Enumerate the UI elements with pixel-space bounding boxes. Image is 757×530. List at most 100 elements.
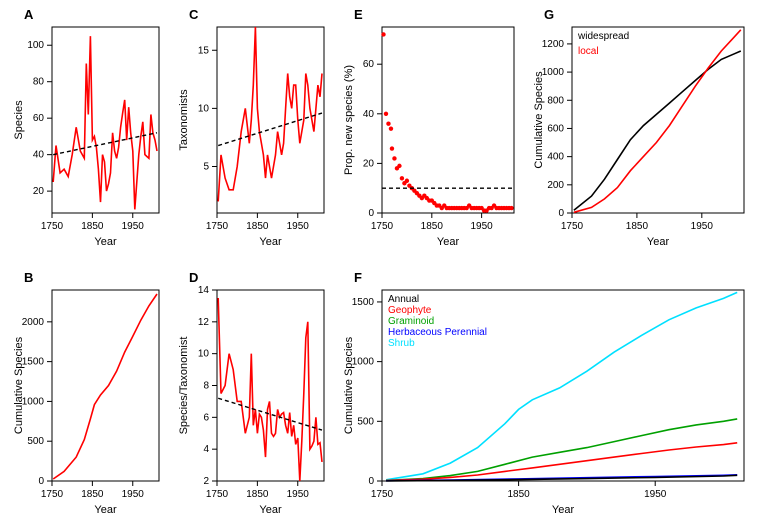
panel-label: E bbox=[354, 7, 363, 22]
svg-text:10: 10 bbox=[198, 349, 210, 360]
svg-text:15: 15 bbox=[198, 45, 210, 56]
svg-text:60: 60 bbox=[33, 113, 45, 124]
svg-text:1950: 1950 bbox=[691, 221, 714, 232]
series-0 bbox=[218, 27, 322, 201]
panel-B: 1750 1850 1950 0 500 1000 1500 2000 Year Cumulati… bbox=[10, 268, 165, 523]
xlabel: Year bbox=[647, 236, 670, 248]
xlabel: Year bbox=[552, 504, 575, 516]
panel-label: B bbox=[24, 270, 33, 285]
svg-text:1850: 1850 bbox=[246, 489, 269, 500]
svg-text:1200: 1200 bbox=[542, 39, 565, 50]
svg-text:2000: 2000 bbox=[22, 317, 45, 328]
series-2 bbox=[386, 443, 737, 481]
svg-text:1750: 1750 bbox=[41, 221, 64, 232]
svg-text:400: 400 bbox=[547, 152, 564, 163]
svg-text:6: 6 bbox=[203, 412, 209, 423]
svg-text:40: 40 bbox=[33, 150, 45, 161]
svg-text:1750: 1750 bbox=[41, 489, 64, 500]
panel-A: 1750 1850 1950 20 40 60 80 100 Year Species A bbox=[10, 5, 165, 255]
legend-item: Graminoid bbox=[388, 316, 434, 327]
svg-text:2: 2 bbox=[203, 476, 209, 487]
svg-text:1850: 1850 bbox=[626, 221, 649, 232]
svg-text:0: 0 bbox=[558, 208, 564, 219]
svg-text:8: 8 bbox=[203, 381, 209, 392]
ylabel: Cumulative Species bbox=[13, 336, 25, 434]
svg-text:600: 600 bbox=[547, 123, 564, 134]
series-0 bbox=[574, 51, 741, 210]
points bbox=[381, 32, 513, 212]
figure: 17501850195020406080100YearSpeciesA17501… bbox=[0, 0, 757, 530]
svg-text:800: 800 bbox=[547, 95, 564, 106]
panel-G: 1750 1850 1950 0 200 400 600 800 1000 1200 Year Cum… bbox=[530, 5, 750, 255]
svg-text:0: 0 bbox=[368, 476, 374, 487]
svg-text:40: 40 bbox=[363, 109, 375, 120]
panel-label: D bbox=[189, 270, 198, 285]
svg-text:1950: 1950 bbox=[287, 221, 310, 232]
svg-text:0: 0 bbox=[38, 476, 44, 487]
svg-text:1950: 1950 bbox=[470, 221, 493, 232]
series-0 bbox=[53, 294, 157, 479]
svg-text:4: 4 bbox=[203, 444, 209, 455]
svg-text:14: 14 bbox=[198, 285, 210, 296]
panel-label: A bbox=[24, 7, 34, 22]
svg-text:1750: 1750 bbox=[371, 489, 394, 500]
xlabel: Year bbox=[437, 236, 460, 248]
svg-text:1750: 1750 bbox=[206, 489, 229, 500]
svg-text:500: 500 bbox=[27, 436, 44, 447]
svg-text:1850: 1850 bbox=[81, 221, 104, 232]
panel-label: F bbox=[354, 270, 362, 285]
legend-item: Shrub bbox=[388, 338, 415, 349]
svg-text:200: 200 bbox=[547, 180, 564, 191]
series-1 bbox=[386, 419, 737, 481]
panel-E: 1750185019500204060YearProp. new species… bbox=[340, 5, 520, 255]
svg-text:10: 10 bbox=[198, 103, 210, 114]
svg-text:1750: 1750 bbox=[206, 221, 229, 232]
svg-text:1950: 1950 bbox=[287, 489, 310, 500]
xlabel: Year bbox=[94, 504, 117, 516]
svg-text:1750: 1750 bbox=[561, 221, 584, 232]
series-0 bbox=[53, 36, 157, 209]
panel-label: G bbox=[544, 7, 554, 22]
trend-line bbox=[218, 113, 322, 146]
svg-text:1000: 1000 bbox=[352, 357, 375, 368]
series-0 bbox=[218, 298, 322, 481]
legend-item: Geophyte bbox=[388, 305, 432, 316]
ylabel: Cumulative Species bbox=[343, 336, 355, 434]
svg-text:60: 60 bbox=[363, 59, 375, 70]
svg-text:1850: 1850 bbox=[507, 489, 530, 500]
panel-label: C bbox=[189, 7, 199, 22]
legend-item: Herbaceous Perennial bbox=[388, 327, 487, 338]
svg-text:1500: 1500 bbox=[352, 297, 375, 308]
panel-D: 1750 1850 1950 2 4 6 8 10 12 14 Year Species/Taxono… bbox=[175, 268, 330, 523]
svg-text:1850: 1850 bbox=[246, 221, 269, 232]
svg-text:100: 100 bbox=[27, 40, 44, 51]
panel-C: 1750 1850 1950 5 10 15 Year Taxonomists C bbox=[175, 5, 330, 255]
svg-text:1950: 1950 bbox=[122, 221, 145, 232]
svg-text:80: 80 bbox=[33, 77, 45, 88]
ylabel: Prop. new species (%) bbox=[343, 65, 355, 175]
svg-text:20: 20 bbox=[363, 158, 375, 169]
svg-text:1000: 1000 bbox=[22, 396, 45, 407]
svg-text:5: 5 bbox=[203, 162, 209, 173]
xlabel: Year bbox=[94, 236, 117, 248]
svg-text:20: 20 bbox=[33, 186, 45, 197]
xlabel: Year bbox=[259, 504, 282, 516]
ylabel: Cumulative Species bbox=[533, 71, 545, 169]
svg-text:1850: 1850 bbox=[81, 489, 104, 500]
svg-text:500: 500 bbox=[357, 416, 374, 427]
panel-F: 1750 1850 1950 0 500 1000 1500 Year Cumulative S… bbox=[340, 268, 750, 523]
ylabel: Species bbox=[13, 100, 25, 140]
svg-text:1850: 1850 bbox=[421, 221, 444, 232]
legend-item: Annual bbox=[388, 294, 419, 305]
svg-text:1950: 1950 bbox=[122, 489, 145, 500]
xlabel: Year bbox=[259, 236, 282, 248]
svg-text:12: 12 bbox=[198, 317, 210, 328]
ylabel: Taxonomists bbox=[178, 89, 190, 151]
ylabel: Species/Taxonomist bbox=[178, 337, 190, 435]
svg-text:1750: 1750 bbox=[371, 221, 394, 232]
svg-text:1000: 1000 bbox=[542, 67, 565, 78]
series-1 bbox=[574, 30, 741, 213]
svg-text:1500: 1500 bbox=[22, 357, 45, 368]
svg-text:1950: 1950 bbox=[644, 489, 667, 500]
legend-item: widespread bbox=[577, 31, 629, 42]
